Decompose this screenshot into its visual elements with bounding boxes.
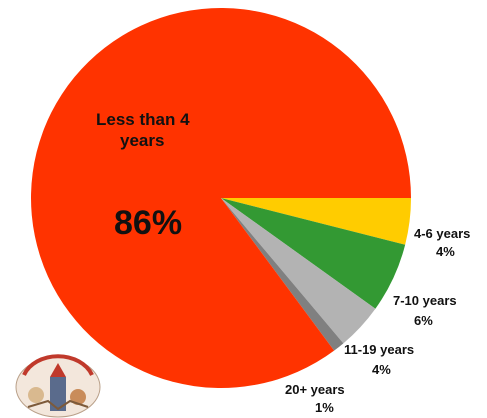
pie-slice-11-19-years <box>221 198 376 344</box>
slice-label-7-10-years: 7-10 years <box>393 293 457 308</box>
slice-value-11-19-years: 4% <box>372 362 391 377</box>
slice-label-4-6-years: 4-6 years <box>414 226 470 241</box>
slice-value-20-plus-years: 1% <box>315 400 334 415</box>
slice-value-4-6-years: 4% <box>436 244 455 259</box>
slice-label-20-plus-years: 20+ years <box>285 382 345 397</box>
pie-slice-7-10-years <box>221 198 406 309</box>
pie-slice-less-than-4-years <box>30 8 411 389</box>
slice-label-11-19-years: 11-19 years <box>344 342 414 357</box>
pie-slice-20-years <box>221 198 344 351</box>
slice-labels: Less than 4 years 86% 4-6 years 4% 7-10 … <box>96 110 470 415</box>
pie-slices <box>30 8 411 389</box>
pie-slice-4-6-years <box>221 198 411 245</box>
slice-value-7-10-years: 6% <box>414 313 433 328</box>
slice-label-less-than-4-years: Less than 4 years <box>96 110 194 150</box>
slice-value-less-than-4-years: 86% <box>114 204 182 242</box>
battalion-logo <box>15 354 101 418</box>
